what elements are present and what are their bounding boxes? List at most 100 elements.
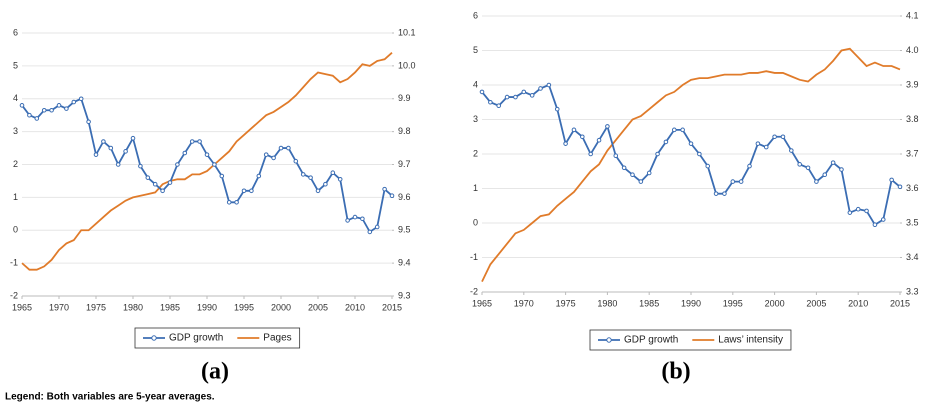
y2-tick-label: 4.1 [906,10,919,20]
series-marker [175,162,180,167]
series-marker [108,145,114,151]
series-marker [323,181,328,187]
series-marker [278,145,284,151]
series-marker [889,177,894,183]
series-marker [78,96,84,102]
y2-tick-label: 4.0 [906,45,919,55]
series-marker [293,158,299,164]
x-tick-label: 1990 [197,302,217,312]
series-marker [596,137,602,143]
y-tick-label: 3 [473,114,478,124]
series-marker [621,165,627,171]
series-marker [747,163,752,169]
series-marker [880,217,886,222]
y-tick-label: -1 [10,258,18,268]
x-tick-label: 2000 [765,298,785,308]
legend-marker [606,337,612,343]
series-marker [855,206,861,212]
legend-box [134,327,301,349]
x-tick-label: 2015 [382,302,402,312]
legend-label: GDP growth [624,335,678,346]
series-marker [123,149,128,154]
x-tick-label: 2015 [890,298,910,308]
y2-tick-label: 3.6 [906,183,919,193]
series-marker [479,89,485,95]
series-marker [49,107,54,113]
y-tick-label: 4 [13,93,18,103]
y2-tick-label: 10.0 [398,60,416,70]
series-line [21,52,393,271]
series-marker [847,210,853,215]
series-marker [337,176,343,182]
series-marker [763,144,769,150]
legend-label: Laws’ intensity [718,335,783,346]
series-marker [374,224,380,230]
series-marker [160,188,165,194]
series-marker [389,193,395,199]
y-tick-label: 5 [13,60,18,70]
series-marker [234,200,239,205]
series-marker [805,165,811,171]
series-marker [256,173,262,179]
series-marker [86,119,91,125]
series-marker [705,163,711,169]
series-marker [64,106,69,111]
series-marker [638,179,644,184]
series-marker [588,151,593,157]
series-marker [630,172,635,177]
legend-marker [151,335,157,341]
footnote: Legend: Both variables are 5-year averag… [5,392,215,403]
y2-tick-label: 10.1 [398,27,416,37]
y2-tick-label: 3.7 [906,148,919,158]
series-marker [212,162,217,167]
series-marker [41,107,47,113]
series-marker [730,179,736,184]
y-tick-label: 0 [473,217,478,227]
series-marker [646,170,652,176]
series-marker [197,139,202,144]
series-marker [360,216,365,222]
x-tick-label: 2010 [848,298,868,308]
x-tick-label: 2005 [806,298,826,308]
series-marker [897,184,903,190]
series-marker [680,127,685,133]
y2-tick-label: 3.4 [906,252,919,262]
series-marker [226,200,232,205]
series-marker [713,191,719,196]
x-tick-label: 1970 [49,302,69,312]
x-tick-label: 1995 [723,298,743,308]
series-marker [145,175,151,180]
series-marker [115,162,121,167]
series-marker [864,208,869,214]
series-marker [839,167,844,172]
series-marker [504,94,510,100]
y-tick-label: 2 [13,159,18,169]
y2-tick-label: 3.9 [906,79,919,89]
series-marker [663,139,669,145]
series-marker [605,124,610,129]
y-tick-label: 1 [13,192,18,202]
series-marker [345,218,350,223]
series-marker [56,103,62,108]
series-marker [286,145,291,151]
x-tick-label: 1975 [556,298,576,308]
x-tick-label: 1985 [160,302,180,312]
x-tick-label: 1975 [86,302,106,312]
series-marker [546,82,552,88]
series-marker [204,152,210,157]
series-marker [300,172,306,177]
y2-tick-label: 3.5 [906,217,919,227]
series-marker [241,188,247,194]
series-marker [688,141,694,146]
series-marker [789,148,794,153]
series-marker [382,186,387,192]
x-tick-label: 1985 [639,298,659,308]
y2-tick-label: 9.5 [398,225,411,235]
series-marker [655,151,660,157]
y-tick-label: 5 [473,45,478,55]
series-marker [571,127,577,133]
x-tick-label: 1995 [234,302,254,312]
y-tick-label: -2 [10,290,18,300]
series-marker [814,179,819,184]
